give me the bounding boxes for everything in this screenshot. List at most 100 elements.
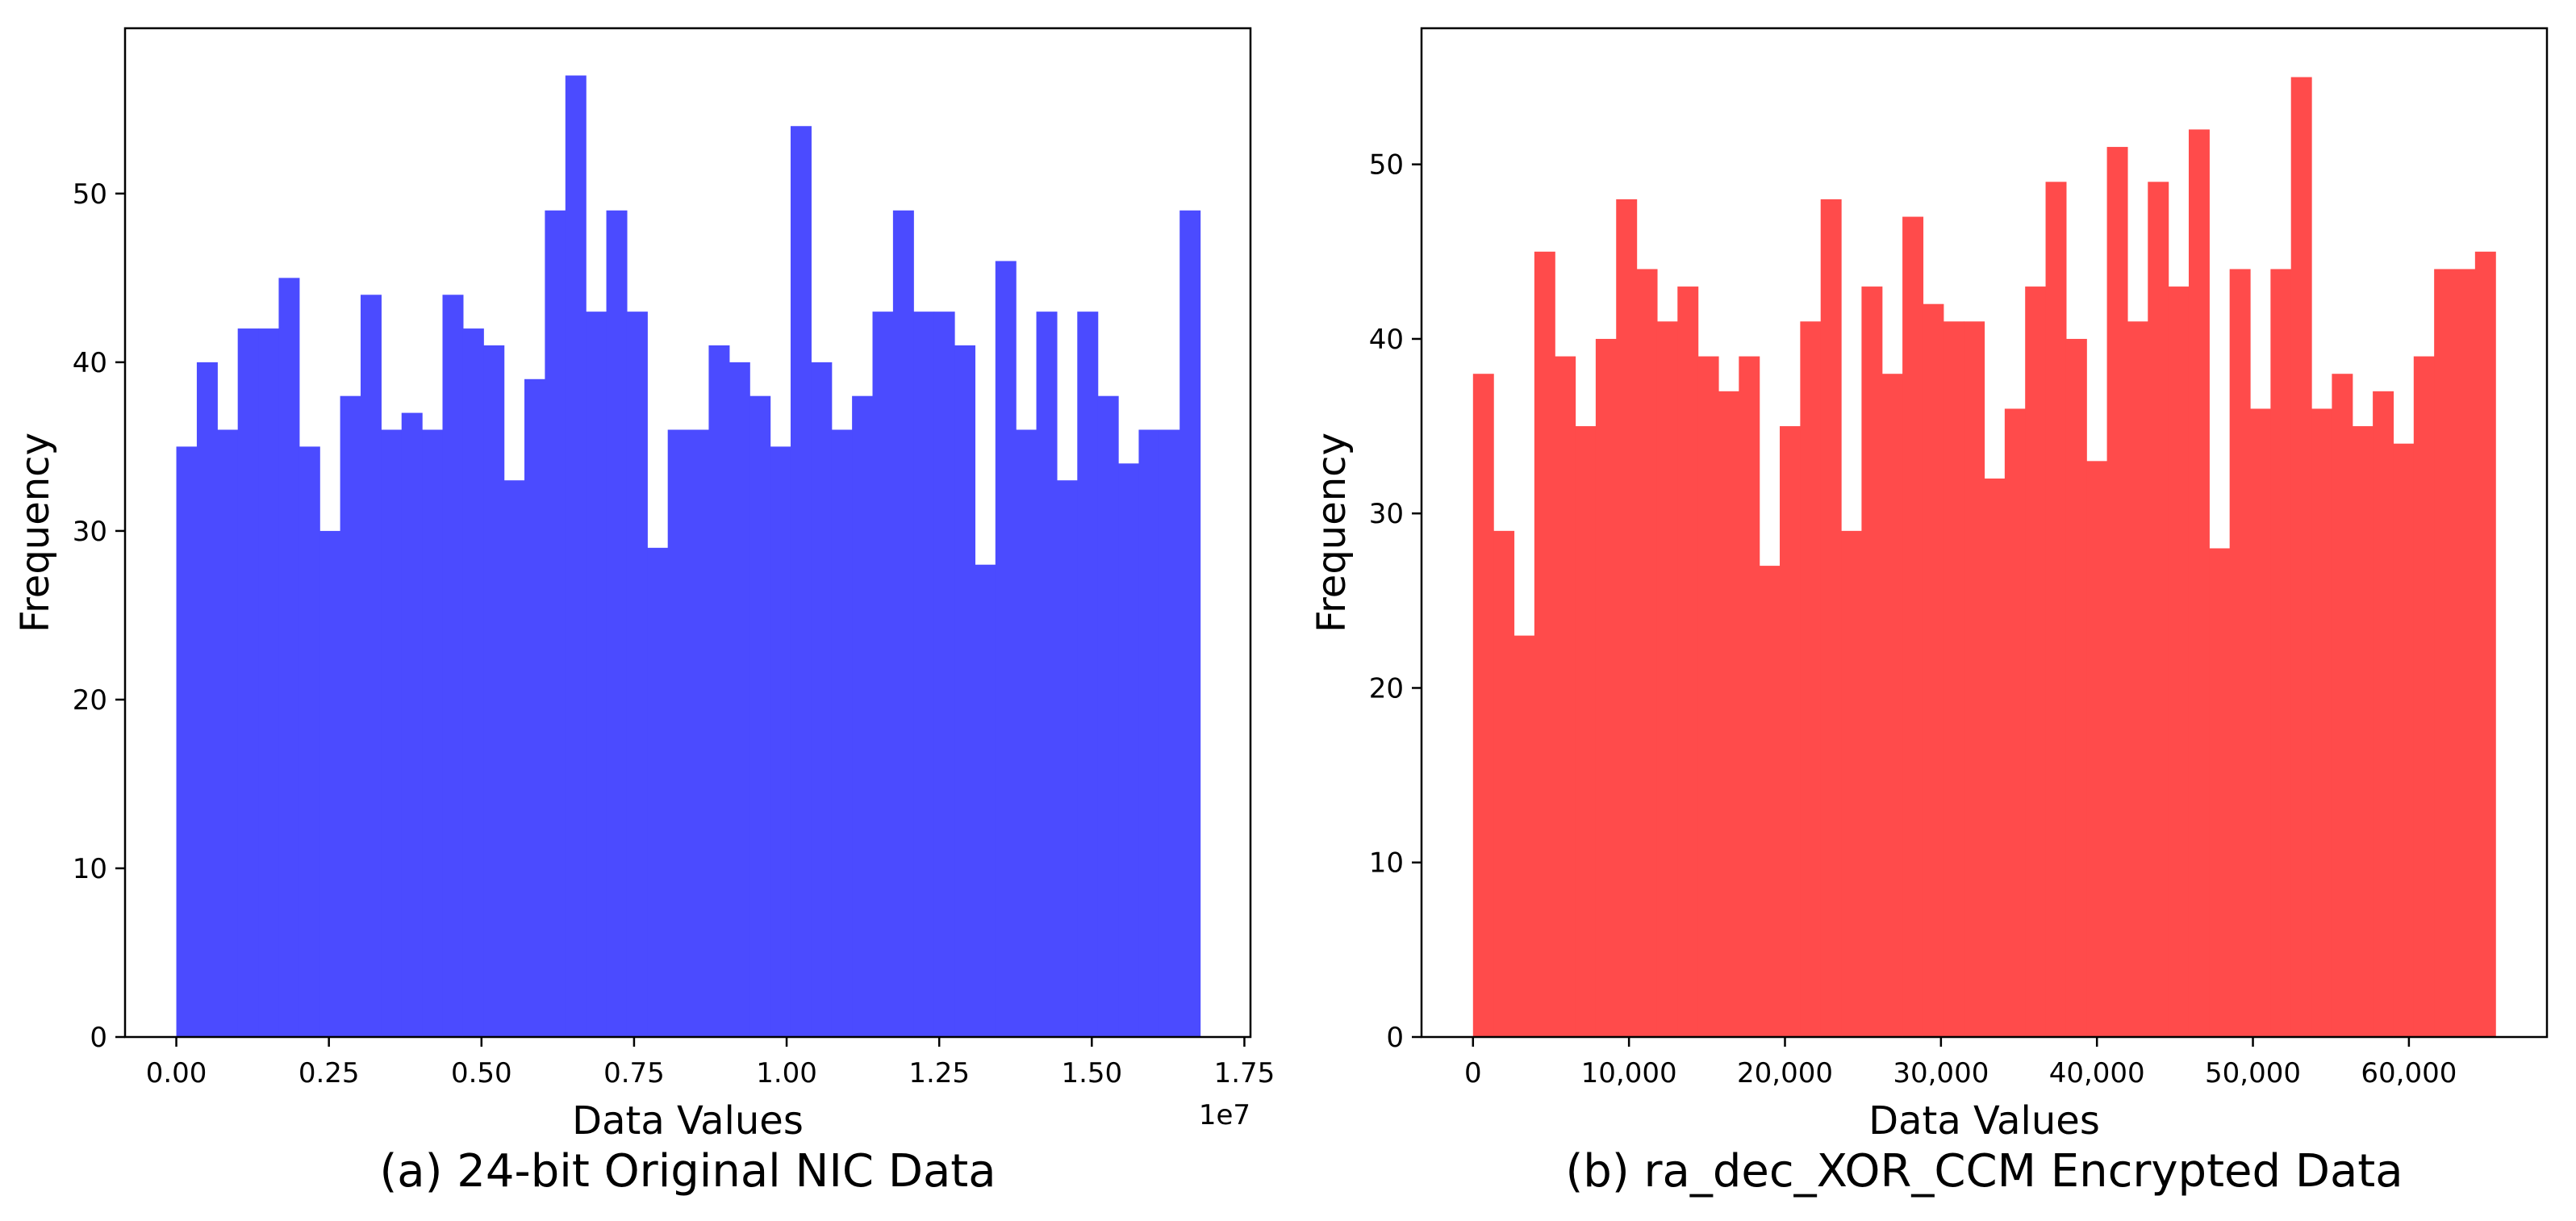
x-tick-label-a-0: 0.00 [146,1057,207,1089]
histogram-bar-a-5 [278,278,300,1037]
histogram-bar-b-38 [2250,408,2271,1038]
histogram-bar-a-13 [442,295,464,1037]
y-tick-label-b-3: 30 [1369,498,1404,530]
x-tick-label-a-2: 0.50 [451,1057,512,1089]
histogram-bar-b-23 [1943,321,1964,1038]
histogram-bar-b-48 [2454,269,2476,1038]
y-tick-label-b-0: 0 [1386,1022,1404,1054]
histogram-bar-a-11 [401,412,423,1037]
histogram-bar-a-40 [995,261,1017,1037]
histogram-bar-a-39 [975,564,996,1037]
histogram-bar-b-33 [2148,182,2169,1038]
y-tick-label-b-2: 20 [1369,672,1404,705]
axes-frame-a [123,27,1252,1039]
histogram-bar-a-27 [729,362,750,1037]
histogram-bar-a-22 [626,312,648,1038]
y-tick-label-a-4: 40 [73,347,107,379]
histogram-bar-b-26 [2004,408,2026,1038]
histogram-bar-a-12 [422,429,444,1037]
histogram-bar-a-16 [503,480,525,1037]
histogram-bar-a-36 [913,312,935,1038]
histogram-bar-b-45 [2393,443,2415,1037]
x-tick-label-b-3: 30,000 [1893,1057,1989,1089]
histogram-bar-b-32 [2127,321,2148,1038]
histogram-bar-a-32 [831,429,853,1037]
x-tick-label-a-7: 1.75 [1214,1057,1275,1089]
histogram-bar-a-10 [381,429,403,1037]
histogram-bar-a-46 [1118,463,1140,1037]
histogram-bar-a-30 [790,126,812,1038]
histogram-bar-a-31 [811,362,833,1037]
x-tick-label-b-0: 0 [1464,1057,1482,1089]
y-axis-label-b: Frequency [1309,433,1355,633]
histogram-bar-b-1 [1493,530,1515,1037]
y-axis-label-a: Frequency [13,433,58,633]
x-axis-label-a: Data Values [572,1098,804,1144]
histogram-bar-b-15 [1780,426,1801,1037]
x-tick-label-b-6: 60,000 [2361,1057,2457,1089]
histogram-bar-a-24 [667,429,689,1037]
histogram-bar-a-26 [708,345,730,1038]
histogram-bar-a-37 [933,312,955,1038]
y-tick-label-b-4: 40 [1369,324,1404,356]
histogram-bar-a-29 [770,446,791,1037]
histogram-bar-a-43 [1056,480,1078,1037]
histogram-bar-a-14 [462,328,484,1037]
histogram-bar-b-37 [2229,269,2251,1038]
histogram-bar-b-0 [1472,374,1494,1037]
histogram-bar-b-7 [1616,199,1638,1037]
caption-a: (a) 24-bit Original NIC Data [379,1145,996,1198]
x-offset-label-a: 1e7 [1199,1099,1250,1131]
histogram-bar-a-15 [483,345,505,1038]
chart-a: 0.00 0.25 0.50 0.75 1.00 1.25 1.50 1.75 0 10 20 30 4… [13,27,1275,1198]
histogram-bar-b-12 [1718,391,1739,1037]
x-tick-label-a-6: 1.50 [1061,1057,1122,1089]
histogram-bar-a-21 [606,210,628,1038]
y-tick-label-b-5: 50 [1369,149,1404,182]
histogram-bar-b-4 [1555,356,1576,1037]
y-tick-label-a-5: 50 [73,178,107,211]
histogram-bar-a-1 [196,362,218,1037]
histogram-bar-a-34 [872,312,894,1038]
histogram-bar-a-7 [319,530,341,1037]
histogram-bar-a-20 [586,312,607,1038]
histogram-bar-b-47 [2434,269,2456,1038]
histogram-bar-a-48 [1159,429,1180,1037]
histogram-bar-a-0 [176,446,198,1037]
histogram-bar-b-40 [2290,77,2312,1038]
histogram-bar-b-3 [1534,251,1555,1037]
histogram-bar-b-14 [1759,566,1781,1037]
histogram-bar-a-33 [852,395,874,1037]
y-tick-label-a-1: 10 [73,853,107,885]
x-tick-label-b-2: 20,000 [1737,1057,1833,1089]
histogram-bar-a-23 [647,547,669,1037]
histogram-bar-b-8 [1636,269,1658,1038]
histogram-bar-a-35 [892,210,914,1038]
histogram-bar-b-36 [2209,548,2231,1037]
y-tick-label-a-2: 20 [73,684,107,717]
x-tick-label-a-5: 1.25 [908,1057,970,1089]
histogram-bar-b-29 [2065,338,2087,1037]
histogram-bar-a-38 [954,345,975,1038]
x-tick-label-a-4: 1.00 [756,1057,817,1089]
histogram-bar-b-24 [1964,321,1985,1038]
histogram-bar-a-8 [340,395,361,1037]
histogram-bar-a-49 [1179,210,1201,1038]
histogram-bar-b-46 [2413,356,2435,1037]
histogram-bar-b-9 [1656,321,1678,1038]
histogram-bar-b-13 [1739,356,1760,1037]
histogram-bar-b-43 [2352,426,2374,1037]
histogram-bar-a-41 [1016,429,1037,1037]
histogram-bar-a-45 [1097,395,1119,1037]
histogram-bar-b-42 [2332,374,2353,1037]
histogram-bar-a-42 [1036,312,1058,1038]
histogram-bar-b-20 [1881,374,1903,1037]
histogram-bar-a-17 [524,378,546,1038]
histogram-bar-a-9 [360,295,382,1037]
histogram-bar-b-35 [2188,129,2210,1038]
y-tick-label-a-3: 30 [73,516,107,548]
x-tick-label-b-4: 40,000 [2049,1057,2145,1089]
histogram-bar-b-11 [1697,356,1719,1037]
histogram-bar-a-47 [1138,429,1160,1037]
